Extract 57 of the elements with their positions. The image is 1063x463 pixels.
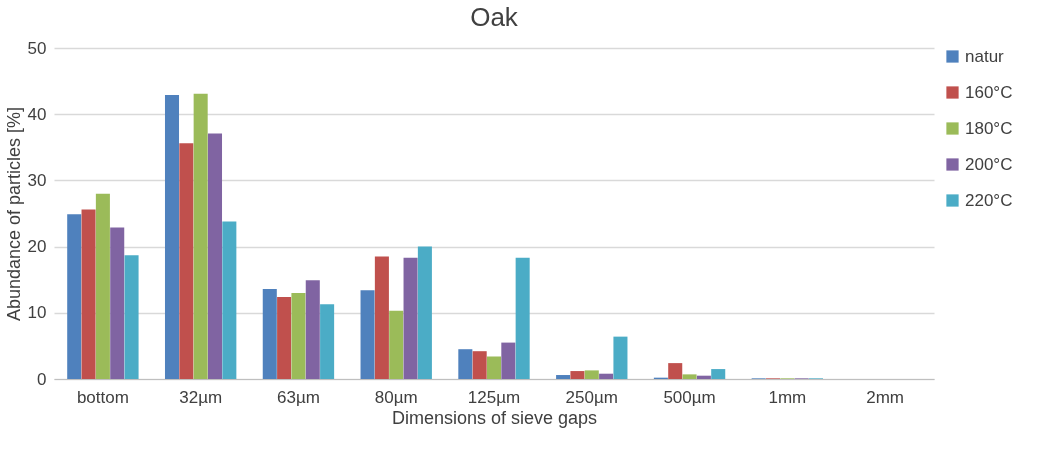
bar	[95, 193, 110, 379]
bar	[277, 296, 292, 379]
bar	[110, 227, 125, 379]
bar	[389, 310, 404, 379]
bar	[599, 373, 614, 379]
x-tick-label: 500µm	[663, 387, 716, 407]
bar	[556, 375, 571, 379]
bar	[570, 371, 585, 379]
y-tick-label: 40	[27, 104, 47, 124]
y-tick-label: 10	[27, 303, 47, 323]
x-tick-label: 63µm	[277, 387, 320, 407]
bar	[222, 221, 237, 379]
bar	[179, 143, 194, 379]
legend-label: 220°C	[965, 190, 1013, 210]
x-tick-label: 1mm	[768, 387, 807, 407]
bar	[458, 349, 473, 379]
bar	[193, 93, 208, 379]
bar	[682, 374, 697, 379]
bar	[711, 369, 726, 379]
bar	[305, 280, 320, 379]
legend-label: 200°C	[965, 154, 1013, 174]
bar	[417, 246, 432, 379]
x-tick-label: bottom	[76, 387, 129, 407]
bar	[320, 304, 335, 379]
bar	[584, 370, 599, 379]
x-tick-label: 2mm	[866, 387, 904, 407]
bar	[696, 375, 711, 379]
bar	[472, 351, 487, 379]
y-tick-label: 30	[27, 170, 47, 190]
bar	[262, 288, 277, 379]
x-tick-label: 32µm	[179, 387, 223, 407]
bar	[207, 133, 223, 379]
bar	[374, 256, 389, 379]
y-tick-label: 0	[37, 369, 47, 389]
bar	[403, 257, 418, 379]
bar	[124, 255, 139, 379]
bar	[81, 209, 96, 379]
bar	[164, 95, 180, 379]
bar	[613, 336, 628, 379]
x-tick-label: 125µm	[467, 387, 521, 407]
bar	[67, 214, 82, 379]
bar	[360, 290, 375, 379]
x-tick-label: 250µm	[565, 387, 618, 407]
chart-title: Oak	[470, 2, 519, 32]
bar	[501, 342, 516, 379]
legend-label: 180°C	[965, 118, 1013, 138]
bar	[668, 363, 683, 379]
y-axis-title: Abundance of particles [%]	[3, 106, 24, 322]
y-tick-label: 20	[27, 237, 47, 257]
x-tick-label: 80µm	[374, 387, 418, 407]
legend-label: natur	[965, 46, 1005, 66]
bar	[486, 356, 502, 379]
y-tick-label: 50	[27, 38, 47, 58]
legend-label: 160°C	[965, 82, 1013, 102]
bar	[291, 292, 306, 379]
x-axis-title: Dimensions of sieve gaps	[391, 407, 598, 428]
bar	[515, 257, 530, 379]
